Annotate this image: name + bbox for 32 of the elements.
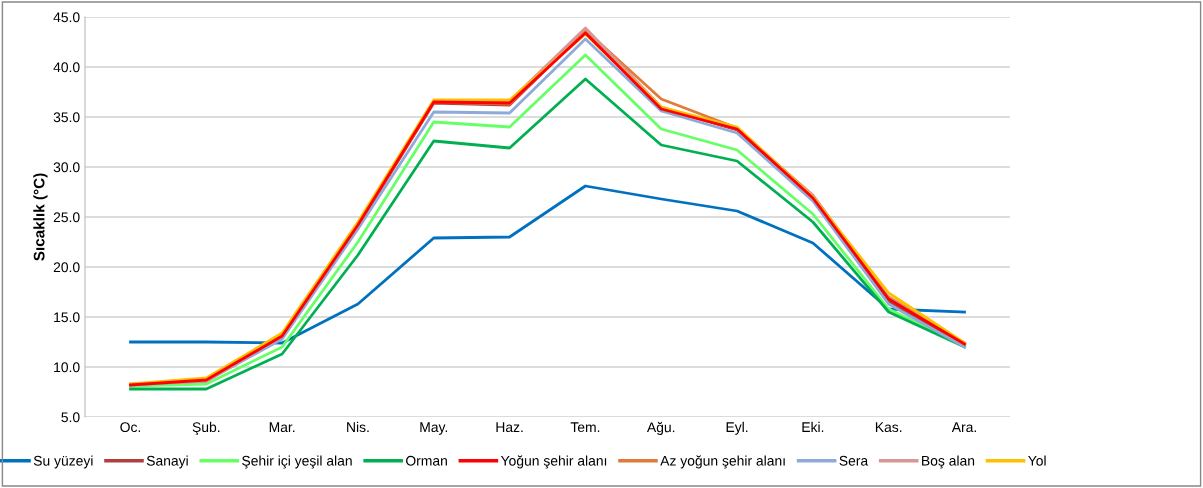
legend-label: Şehir içi yeşil alan [242,455,352,469]
x-tick-label: Eyl. [726,421,748,435]
x-tick-label: May. [420,422,448,435]
legend-label: Sanayi [146,455,188,469]
y-tick-label: 25.0 [53,212,80,223]
y-tick-label: 40.0 [53,62,80,73]
legend-label: Su yüzeyi [33,455,93,469]
legend-label: Yol [1028,455,1046,466]
y-tick-label: 45.0 [53,12,80,23]
x-tick-label: Oc. [120,422,141,433]
x-tick-label: Haz. [496,422,523,433]
x-tick-label: Kas. [875,422,902,433]
x-tick-label: Ara. [951,422,976,433]
y-tick-label: 5.0 [61,412,80,423]
y-axis-title: Sıcaklık (°C) [33,173,48,261]
x-tick-label: Nis. [347,421,369,433]
x-tick-label: Tem. [570,422,600,433]
legend-label: Yoğun şehir alanı [500,455,607,469]
legend-label: Orman [406,455,447,466]
y-tick-label: 10.0 [54,362,80,373]
line-series [129,184,966,345]
y-tick-label: 35.0 [53,112,80,123]
x-tick-label: Mar. [269,422,295,433]
legend-label: Az yoğun şehir alanı [660,455,785,469]
x-tick-label: Ağu. [646,421,675,435]
y-tick-label: 20.0 [53,262,80,273]
x-tick-label: Şub. [192,421,220,435]
y-tick-label: 15.0 [54,312,80,323]
y-tick-label: 30.0 [53,162,80,173]
x-tick-label: Eki. [802,421,824,432]
legend-label: Sera [839,455,869,466]
legend-label: Boş alan [922,455,975,469]
